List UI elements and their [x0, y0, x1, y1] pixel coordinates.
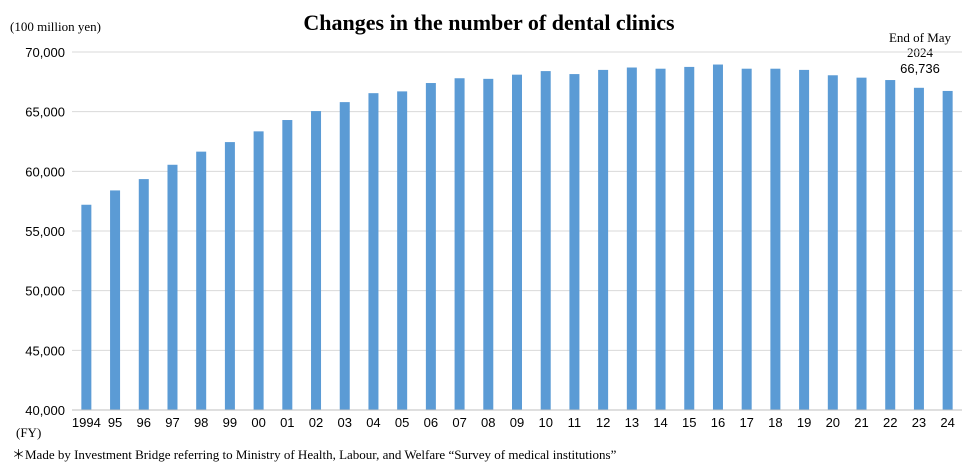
x-tick-label: 21 — [854, 415, 868, 430]
y-axis-ticks: 40,000 45,000 50,000 55,000 60,000 65,000 70,0… — [25, 45, 65, 418]
bar-03 — [339, 102, 350, 411]
y-tick-label: 50,000 — [25, 284, 65, 299]
source-footnote: ＊Made by Investment Bridge referring to … — [12, 447, 617, 462]
x-tick-label: 02 — [309, 415, 323, 430]
x-tick-label: 13 — [625, 415, 639, 430]
y-axis-unit-label: (100 million yen) — [10, 19, 101, 34]
bar-1994 — [81, 204, 92, 410]
annotation-value-label: 66,736 — [900, 61, 940, 76]
bar-95 — [110, 190, 121, 410]
x-axis-ticks: 1994 95 96 97 98 99 00 01 02 03 04 05 06 07 08 09 10 11 12… — [72, 415, 955, 430]
bar-22 — [885, 80, 896, 410]
x-tick-label: 18 — [768, 415, 782, 430]
bar-24 — [942, 90, 953, 410]
x-tick-label: 14 — [653, 415, 667, 430]
x-tick-label: 05 — [395, 415, 409, 430]
bar-12 — [598, 69, 609, 411]
bar-97 — [167, 164, 178, 410]
x-tick-label: 07 — [452, 415, 466, 430]
y-tick-label: 40,000 — [25, 403, 65, 418]
y-tick-label: 65,000 — [25, 105, 65, 120]
bar-09 — [512, 74, 522, 410]
bar-05 — [397, 91, 408, 410]
x-tick-label: 09 — [510, 415, 524, 430]
bar-02 — [311, 111, 322, 410]
x-tick-label: 03 — [338, 415, 352, 430]
x-axis-unit-label: (FY) — [16, 425, 42, 440]
x-tick-label: 06 — [424, 415, 438, 430]
bar-11 — [569, 74, 580, 411]
bar-15 — [684, 66, 695, 411]
bar-07 — [454, 78, 465, 411]
bar-99 — [224, 142, 235, 410]
bar-23 — [913, 87, 924, 411]
bar-20 — [827, 75, 838, 411]
x-tick-label: 98 — [194, 415, 208, 430]
x-tick-label: 1994 — [72, 415, 101, 430]
y-tick-label: 60,000 — [25, 164, 65, 179]
x-tick-label: 96 — [137, 415, 151, 430]
x-tick-label: 17 — [739, 415, 753, 430]
x-tick-label: 04 — [366, 415, 380, 430]
x-tick-label: 20 — [826, 415, 840, 430]
bar-16 — [712, 64, 723, 410]
bar-13 — [626, 67, 637, 410]
annotation-end-of-may: End of May — [888, 30, 952, 45]
x-tick-label: 11 — [568, 415, 582, 430]
x-tick-label: 97 — [165, 415, 179, 430]
x-tick-label: 16 — [711, 415, 725, 430]
x-tick-label: 00 — [251, 415, 265, 430]
y-tick-label: 70,000 — [25, 45, 65, 60]
x-tick-label: 99 — [223, 415, 237, 430]
bar-06 — [425, 83, 436, 410]
bar-series — [81, 64, 953, 411]
x-tick-label: 15 — [682, 415, 696, 430]
bar-18 — [770, 68, 781, 410]
bar-00 — [253, 131, 264, 410]
x-tick-label: 08 — [481, 415, 495, 430]
x-tick-label: 19 — [797, 415, 811, 430]
y-tick-label: 45,000 — [25, 343, 65, 358]
bar-08 — [483, 78, 494, 410]
bar-19 — [799, 69, 810, 411]
bar-17 — [741, 68, 752, 410]
x-tick-label: 24 — [940, 415, 954, 430]
bar-10 — [540, 71, 551, 411]
x-tick-label: 22 — [883, 415, 897, 430]
x-tick-label: 12 — [596, 415, 610, 430]
bar-98 — [196, 151, 207, 411]
chart-title: Changes in the number of dental clinics — [303, 10, 675, 35]
bar-21 — [856, 77, 867, 410]
x-tick-label: 10 — [538, 415, 552, 430]
bar-96 — [138, 179, 149, 410]
bar-04 — [368, 93, 379, 411]
x-tick-label: 95 — [108, 415, 122, 430]
x-tick-label: 23 — [912, 415, 926, 430]
y-tick-label: 55,000 — [25, 224, 65, 239]
bar-14 — [655, 68, 666, 410]
bar-01 — [282, 120, 293, 411]
x-tick-label: 01 — [280, 415, 294, 430]
